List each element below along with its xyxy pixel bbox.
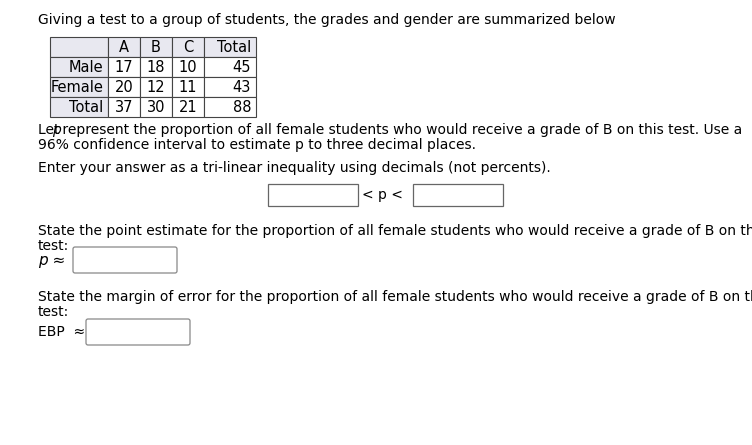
Text: State the point estimate for the proportion of all female students who would rec: State the point estimate for the proport… xyxy=(38,224,752,238)
Bar xyxy=(140,97,172,117)
Text: B: B xyxy=(151,40,161,54)
Bar xyxy=(50,37,108,57)
Text: 96% confidence interval to estimate p to three decimal places.: 96% confidence interval to estimate p to… xyxy=(38,138,476,152)
FancyBboxPatch shape xyxy=(73,247,177,273)
Text: p: p xyxy=(52,123,61,137)
Bar xyxy=(140,57,172,77)
Text: 10: 10 xyxy=(179,60,197,74)
Bar xyxy=(172,57,204,77)
Text: 88: 88 xyxy=(232,100,251,114)
Bar xyxy=(204,77,256,97)
Text: < p <: < p < xyxy=(362,188,403,202)
Text: State the margin of error for the proportion of all female students who would re: State the margin of error for the propor… xyxy=(38,290,752,304)
Text: EBP  ≈: EBP ≈ xyxy=(38,325,85,339)
Text: 20: 20 xyxy=(114,80,133,94)
Bar xyxy=(50,57,108,77)
Text: Total: Total xyxy=(217,40,251,54)
Text: 37: 37 xyxy=(115,100,133,114)
Bar xyxy=(204,37,256,57)
Text: 17: 17 xyxy=(115,60,133,74)
FancyBboxPatch shape xyxy=(413,184,503,206)
Text: represent the proportion of all female students who would receive a grade of B o: represent the proportion of all female s… xyxy=(58,123,742,137)
Bar xyxy=(204,57,256,77)
Bar xyxy=(108,57,140,77)
Bar xyxy=(50,97,108,117)
Bar xyxy=(204,97,256,117)
Bar xyxy=(108,77,140,97)
Bar xyxy=(50,77,108,97)
Text: A: A xyxy=(119,40,129,54)
Text: C: C xyxy=(183,40,193,54)
Text: 30: 30 xyxy=(147,100,165,114)
Bar xyxy=(172,77,204,97)
Text: Total: Total xyxy=(68,100,103,114)
Bar xyxy=(172,37,204,57)
FancyBboxPatch shape xyxy=(268,184,358,206)
Text: 21: 21 xyxy=(179,100,197,114)
Text: 43: 43 xyxy=(232,80,251,94)
Text: 12: 12 xyxy=(147,80,165,94)
Text: test:: test: xyxy=(38,239,69,253)
Text: Male: Male xyxy=(68,60,103,74)
Text: Female: Female xyxy=(50,80,103,94)
Text: Let: Let xyxy=(38,123,64,137)
Text: 18: 18 xyxy=(147,60,165,74)
Bar xyxy=(172,97,204,117)
Text: Giving a test to a group of students, the grades and gender are summarized below: Giving a test to a group of students, th… xyxy=(38,13,616,27)
Text: Enter your answer as a tri-linear inequality using decimals (not percents).: Enter your answer as a tri-linear inequa… xyxy=(38,161,550,175)
Text: p ≈: p ≈ xyxy=(38,252,65,267)
Bar xyxy=(140,37,172,57)
Bar xyxy=(108,97,140,117)
Bar xyxy=(140,77,172,97)
Text: 45: 45 xyxy=(232,60,251,74)
Text: 11: 11 xyxy=(179,80,197,94)
Bar xyxy=(108,37,140,57)
FancyBboxPatch shape xyxy=(86,319,190,345)
Text: test:: test: xyxy=(38,305,69,319)
